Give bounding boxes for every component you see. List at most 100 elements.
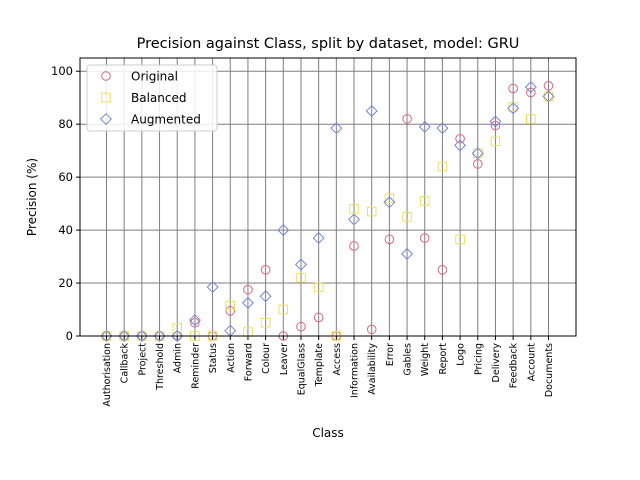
x-tick-label: Admin <box>173 343 184 373</box>
data-point-augmented <box>471 147 484 160</box>
data-point-augmented <box>153 329 166 343</box>
x-tick-label: Report <box>438 343 449 375</box>
data-point-augmented <box>489 115 502 128</box>
data-point-augmented <box>454 139 467 152</box>
data-point-original <box>402 114 412 124</box>
plot-frame <box>79 57 577 337</box>
data-point-augmented <box>348 213 361 226</box>
data-point-augmented <box>241 296 254 309</box>
y-axis-ticks: 0 20 40 60 80 100 <box>51 64 80 343</box>
data-point-augmented <box>171 329 184 343</box>
legend-label-balanced: Balanced <box>131 91 186 105</box>
data-point-balanced <box>437 161 448 172</box>
data-point-balanced <box>419 196 430 206</box>
x-tick-label: Delivery <box>491 343 502 383</box>
data-point-balanced <box>455 234 465 245</box>
data-point-balanced <box>172 323 183 333</box>
data-point-augmented <box>277 224 290 237</box>
x-tick-label: Template <box>314 343 325 388</box>
data-point-balanced <box>366 206 377 217</box>
legend-marker-original <box>101 71 111 81</box>
data-point-balanced <box>526 114 536 124</box>
data-point-balanced <box>313 282 324 292</box>
data-point-balanced <box>490 136 501 147</box>
x-tick-label: Feedback <box>509 343 520 389</box>
legend: Original Balanced Augmented <box>86 64 218 132</box>
data-point-original <box>543 81 554 91</box>
x-tick-label: Pricing <box>473 343 484 375</box>
data-point-original <box>349 241 359 251</box>
legend-label-original: Original <box>131 70 178 84</box>
data-point-augmented <box>100 329 113 343</box>
x-axis-label: Class <box>312 426 344 440</box>
data-point-augmented <box>542 90 555 103</box>
data-point-original <box>384 234 395 245</box>
y-tick-label: 60 <box>58 170 73 184</box>
data-point-augmented <box>118 329 131 343</box>
legend-marker-balanced <box>101 92 111 103</box>
data-point-augmented <box>259 290 272 303</box>
y-axis-label: Precision (%) <box>25 158 39 236</box>
x-tick-label: Project <box>137 343 148 376</box>
data-point-original <box>366 324 377 335</box>
data-point-balanced <box>349 204 359 214</box>
data-point-original <box>472 159 483 169</box>
x-tick-label: Account <box>526 343 537 382</box>
x-axis-ticks: Authorisation Callback Project Threshold Adm… <box>102 336 555 407</box>
data-point-balanced <box>260 317 271 328</box>
y-tick-label: 40 <box>58 223 73 237</box>
data-point-balanced <box>225 300 236 311</box>
data-point-augmented <box>330 122 343 135</box>
data-point-augmented <box>312 232 325 245</box>
data-point-augmented <box>418 120 431 133</box>
x-tick-label: Information <box>350 343 361 398</box>
y-tick-label: 80 <box>58 117 73 131</box>
data-point-balanced <box>278 304 289 315</box>
data-point-original <box>526 87 536 98</box>
data-point-augmented <box>507 102 520 115</box>
x-tick-label: Leaver <box>279 343 290 375</box>
data-point-original <box>419 233 430 243</box>
data-point-original <box>225 306 236 316</box>
data-point-augmented <box>135 329 148 343</box>
data-point-original <box>508 83 518 94</box>
data-point-original <box>243 284 253 295</box>
y-tick-label: 20 <box>58 276 73 290</box>
x-tick-label: Colour <box>261 343 272 374</box>
x-tick-label: Weight <box>420 343 431 376</box>
x-tick-label: Action <box>226 343 237 373</box>
data-point-original <box>296 321 306 332</box>
data-point-augmented <box>188 314 201 327</box>
legend-box <box>86 64 218 132</box>
data-point-balanced <box>543 91 554 102</box>
data-point-balanced <box>402 212 412 222</box>
data-point-original <box>190 317 200 328</box>
data-point-augmented <box>365 104 378 117</box>
y-tick-label: 100 <box>51 64 73 78</box>
legend-marker-augmented <box>99 112 113 126</box>
x-tick-label: Availability <box>367 343 378 395</box>
x-tick-label: Reminder <box>190 343 201 389</box>
x-tick-label: Callback <box>120 343 131 384</box>
x-tick-label: Authorisation <box>102 343 113 407</box>
data-point-balanced <box>384 193 395 204</box>
data-point-original <box>260 265 271 275</box>
data-point-augmented <box>206 281 219 294</box>
data-point-augmented <box>436 122 449 135</box>
data-point-original <box>437 265 448 275</box>
data-point-original <box>455 133 465 144</box>
data-point-balanced <box>296 272 306 283</box>
x-tick-label: Status <box>208 343 219 373</box>
x-tick-label: EqualGlass <box>296 343 307 395</box>
data-point-augmented <box>294 258 307 271</box>
x-tick-label: Forward <box>243 343 254 381</box>
data-point-original <box>490 120 501 131</box>
x-tick-label: Documents <box>544 343 555 397</box>
chart-title: Precision against Class, split by datase… <box>137 36 520 52</box>
legend-label-augmented: Augmented <box>131 113 201 127</box>
data-point-augmented <box>383 196 396 209</box>
x-tick-label: Threshold <box>155 343 166 391</box>
x-tick-label: Error <box>385 343 396 366</box>
x-tick-label: Access <box>332 343 343 376</box>
